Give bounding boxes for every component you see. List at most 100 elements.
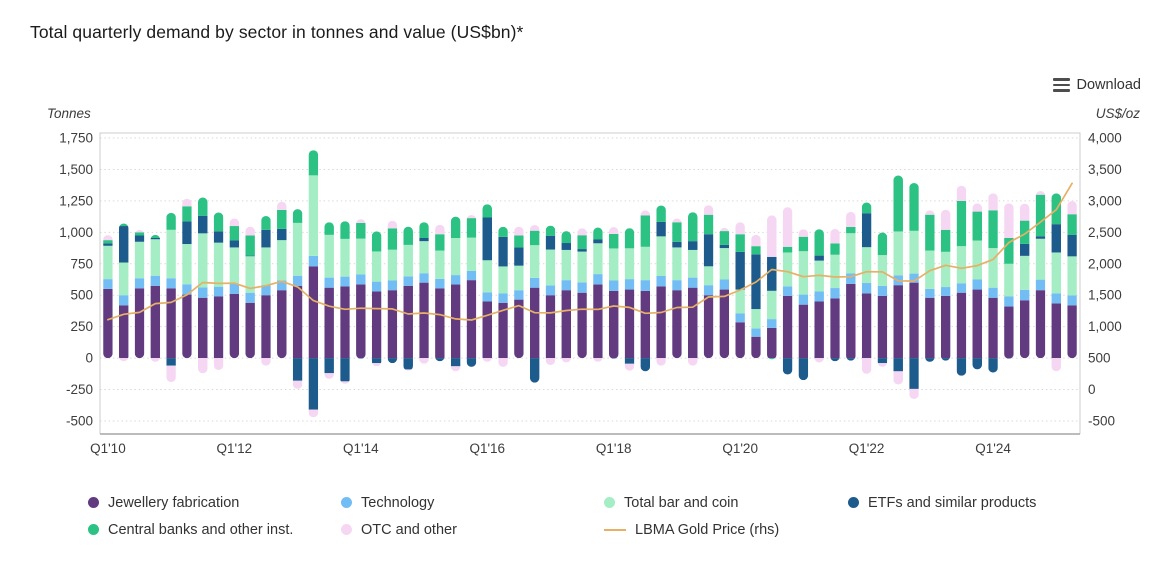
bar-column[interactable] bbox=[940, 209, 951, 361]
bar-segment-barcoin bbox=[782, 252, 793, 287]
bar-column[interactable] bbox=[1035, 190, 1046, 359]
bar-column[interactable] bbox=[608, 227, 619, 359]
bar-segment-technology bbox=[656, 275, 666, 287]
legend-item-etf[interactable]: ETFs and similar products bbox=[848, 495, 1148, 511]
bar-column[interactable] bbox=[466, 214, 477, 367]
bar-column[interactable] bbox=[324, 222, 334, 379]
bar-column[interactable] bbox=[751, 234, 761, 359]
bar-column[interactable] bbox=[846, 211, 856, 361]
bar-segment-barcoin bbox=[182, 244, 192, 285]
left-axis-tick: 250 bbox=[70, 319, 93, 334]
bar-column[interactable] bbox=[261, 215, 271, 366]
bar-column[interactable] bbox=[197, 197, 208, 374]
bar-column[interactable] bbox=[435, 224, 445, 362]
bar-column[interactable] bbox=[577, 228, 587, 359]
bar-column[interactable] bbox=[735, 222, 745, 359]
bar-column[interactable] bbox=[118, 223, 129, 362]
bar-column[interactable] bbox=[529, 225, 540, 383]
bar-segment-otc bbox=[940, 209, 951, 230]
bar-column[interactable] bbox=[103, 235, 113, 359]
legend-item-jewellery[interactable]: Jewellery fabrication bbox=[88, 495, 341, 511]
bar-column[interactable] bbox=[624, 228, 635, 371]
bar-column[interactable] bbox=[687, 212, 698, 366]
legend-item-barcoin[interactable]: Total bar and coin bbox=[604, 495, 848, 511]
bar-column[interactable] bbox=[1004, 203, 1014, 359]
bar-column[interactable] bbox=[798, 229, 809, 381]
bar-column[interactable] bbox=[561, 231, 572, 363]
bar-column[interactable] bbox=[703, 205, 714, 359]
bar-column[interactable] bbox=[182, 198, 192, 359]
bar-column[interactable] bbox=[909, 183, 919, 399]
bar-segment-etf bbox=[798, 358, 809, 381]
bar-column[interactable] bbox=[956, 185, 967, 376]
bar-column[interactable] bbox=[166, 212, 176, 383]
legend-item-centralbanks[interactable]: Central banks and other inst. bbox=[88, 522, 341, 538]
download-button[interactable]: Download bbox=[1052, 77, 1141, 93]
bar-column[interactable] bbox=[134, 229, 145, 359]
bar-column[interactable] bbox=[672, 218, 682, 359]
bar-segment-technology bbox=[245, 292, 255, 303]
bar-segment-jewellery bbox=[624, 289, 635, 359]
bar-column[interactable] bbox=[482, 204, 493, 362]
bar-column[interactable] bbox=[213, 212, 224, 371]
x-axis-tick: Q1'16 bbox=[469, 441, 505, 456]
bar-segment-centralbanks bbox=[197, 197, 208, 216]
bar-column[interactable] bbox=[308, 150, 319, 418]
bar-column[interactable] bbox=[545, 225, 556, 366]
bar-column[interactable] bbox=[245, 226, 255, 359]
bar-segment-otc bbox=[1051, 358, 1062, 372]
legend-label: ETFs and similar products bbox=[868, 494, 1037, 511]
bar-column[interactable] bbox=[719, 227, 730, 359]
bar-segment-centralbanks bbox=[782, 246, 793, 253]
legend-item-otc[interactable]: OTC and other bbox=[341, 522, 604, 538]
gold-price-line[interactable] bbox=[107, 182, 1073, 321]
bar-segment-otc bbox=[435, 224, 445, 235]
bar-column[interactable] bbox=[356, 219, 366, 359]
bar-segment-otc bbox=[846, 211, 856, 227]
bar-segment-centralbanks bbox=[861, 202, 872, 214]
bar-column[interactable] bbox=[767, 215, 777, 360]
bar-segment-centralbanks bbox=[103, 240, 113, 244]
bar-segment-jewellery bbox=[1067, 305, 1077, 359]
legend-item-price[interactable]: LBMA Gold Price (rhs) bbox=[604, 522, 848, 538]
bar-column[interactable] bbox=[877, 232, 888, 367]
bar-column[interactable] bbox=[1019, 203, 1030, 359]
bar-column[interactable] bbox=[292, 209, 303, 389]
x-axis-tick: Q1'12 bbox=[217, 441, 253, 456]
bar-column[interactable] bbox=[277, 201, 287, 359]
bar-column[interactable] bbox=[450, 216, 461, 372]
bar-column[interactable] bbox=[1067, 201, 1077, 359]
bar-column[interactable] bbox=[371, 231, 382, 367]
bar-segment-otc bbox=[387, 220, 398, 229]
bar-segment-otc bbox=[324, 373, 334, 379]
bar-segment-jewellery bbox=[640, 290, 651, 359]
bar-column[interactable] bbox=[403, 226, 413, 371]
bar-column[interactable] bbox=[1051, 193, 1062, 372]
bar-column[interactable] bbox=[861, 202, 872, 374]
bar-column[interactable] bbox=[814, 229, 824, 363]
bar-segment-etf bbox=[387, 358, 398, 364]
bar-segment-otc bbox=[672, 218, 682, 223]
bar-column[interactable] bbox=[514, 226, 524, 359]
bar-column[interactable] bbox=[640, 210, 651, 372]
bar-column[interactable] bbox=[988, 193, 998, 373]
bar-column[interactable] bbox=[340, 221, 350, 384]
bar-column[interactable] bbox=[229, 218, 240, 359]
bar-segment-centralbanks bbox=[972, 211, 983, 241]
bar-column[interactable] bbox=[498, 226, 508, 367]
bar-column[interactable] bbox=[782, 207, 793, 375]
bar-column[interactable] bbox=[150, 234, 161, 362]
legend-item-technology[interactable]: Technology bbox=[341, 495, 604, 511]
bar-segment-otc bbox=[703, 205, 714, 215]
bar-column[interactable] bbox=[656, 205, 666, 366]
bar-column[interactable] bbox=[419, 222, 429, 364]
bar-segment-centralbanks bbox=[466, 218, 477, 238]
bar-segment-etf bbox=[1035, 236, 1046, 239]
bar-segment-etf bbox=[134, 235, 145, 242]
bar-column[interactable] bbox=[830, 228, 840, 362]
bar-column[interactable] bbox=[925, 210, 935, 362]
bar-column[interactable] bbox=[972, 203, 983, 370]
bar-column[interactable] bbox=[387, 220, 398, 364]
bar-column[interactable] bbox=[593, 227, 603, 362]
bar-segment-barcoin bbox=[561, 249, 572, 281]
